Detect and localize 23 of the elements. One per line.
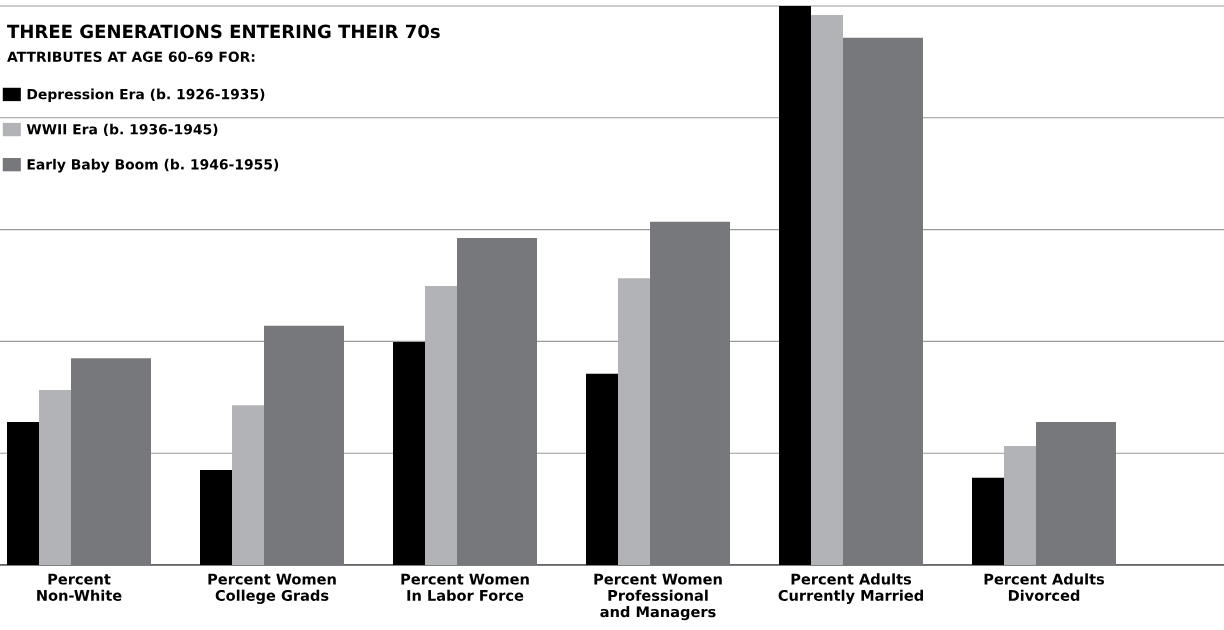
x-tick-label: Percent Adults Divorced [984,573,1105,601]
bar [425,286,457,565]
bar [650,221,730,565]
bar [1004,445,1036,565]
x-tick-label: Percent Women In Labor Force [401,573,529,601]
bar [264,325,344,565]
x-tick-label: Percent Women College Grads [208,573,336,604]
legend-label: WWII Era (b. 1936-1945) [26,123,218,137]
bar [811,14,843,565]
text: THREE GENERATIONS ENTERING THEIR 70s [7,24,440,39]
x-tick-label: Percent Women Professional and Managers [594,573,722,621]
bar [457,237,537,565]
x-tick-label: Percent Adults Currently Married [778,573,923,604]
bar [618,278,650,565]
x-tick-label: Percent Non-White [37,573,122,601]
text: ATTRIBUTES AT AGE 60–69 FOR: [7,51,255,63]
legend-label: Early Baby Boom (b. 1946-1955) [27,158,279,173]
bar [71,358,151,565]
bar [843,37,923,565]
bar [39,390,71,565]
bar [1036,421,1116,565]
legend-label: Depression Era (b. 1926-1935) [27,88,265,103]
bar [232,405,264,565]
